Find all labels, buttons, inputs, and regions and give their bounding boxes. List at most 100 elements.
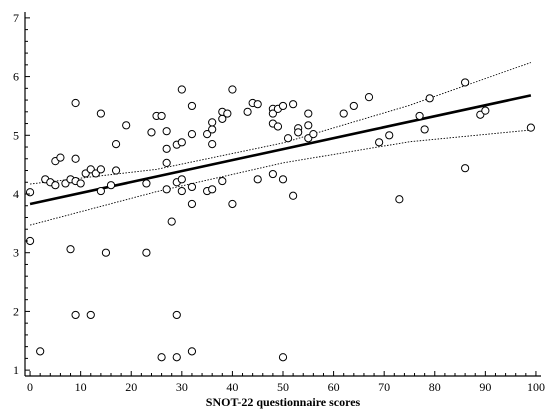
data-point <box>339 109 348 118</box>
data-point <box>162 144 171 153</box>
data-points <box>25 78 535 362</box>
data-point <box>147 128 156 137</box>
data-point <box>71 310 80 320</box>
data-point <box>289 191 298 200</box>
x-tick-label: 100 <box>527 380 545 394</box>
data-point <box>375 138 384 147</box>
x-tick-label: 90 <box>479 380 491 394</box>
data-point <box>283 134 293 143</box>
data-point <box>162 127 171 136</box>
data-point <box>304 121 313 130</box>
x-tick-label: 0 <box>27 380 33 394</box>
data-point <box>157 111 166 121</box>
x-tick-label: 30 <box>176 380 188 394</box>
x-tick-label: 50 <box>277 380 289 394</box>
data-point <box>420 125 429 134</box>
data-point <box>278 353 288 362</box>
data-point <box>278 101 288 111</box>
y-tick-label: 2 <box>13 304 19 318</box>
data-point <box>96 186 105 196</box>
data-point <box>187 101 197 111</box>
y-tick-label: 5 <box>13 128 19 142</box>
data-point <box>349 101 358 111</box>
data-point <box>273 122 283 131</box>
data-point <box>25 188 35 197</box>
data-point <box>526 123 535 132</box>
x-tick-label: 80 <box>429 380 441 394</box>
x-axis-title: SNOT-22 questionnaire scores <box>206 395 361 409</box>
data-point <box>177 138 186 147</box>
data-point <box>208 125 217 134</box>
data-point <box>253 175 262 184</box>
data-point <box>268 169 277 179</box>
data-point <box>187 130 197 139</box>
data-point <box>309 130 318 139</box>
data-point <box>86 310 95 320</box>
data-point <box>223 109 232 118</box>
data-point <box>101 248 111 257</box>
data-point <box>187 182 197 192</box>
data-point <box>172 353 181 362</box>
confidence-upper-line <box>30 62 532 185</box>
data-point <box>51 181 60 190</box>
data-point <box>142 248 151 257</box>
data-point <box>268 109 277 118</box>
data-point <box>96 165 105 174</box>
x-tick-label: 70 <box>378 380 390 394</box>
data-point <box>162 185 171 194</box>
data-point <box>228 85 237 94</box>
data-point <box>364 93 374 102</box>
data-point <box>461 164 470 173</box>
data-point <box>167 217 176 226</box>
data-point <box>425 94 434 103</box>
data-point <box>187 347 197 356</box>
data-point <box>177 175 186 184</box>
data-point <box>71 98 80 108</box>
confidence-lower-line <box>29 129 531 226</box>
data-point <box>304 109 313 118</box>
data-point <box>187 199 197 209</box>
data-point <box>243 107 252 116</box>
data-point <box>228 199 237 209</box>
x-tick-label: 60 <box>328 380 340 394</box>
data-point <box>96 109 105 118</box>
y-tick-label: 7 <box>13 11 19 25</box>
data-point <box>56 153 65 162</box>
y-tick-label: 4 <box>13 187 19 201</box>
confidence-band <box>29 62 532 226</box>
data-point <box>203 130 212 139</box>
data-point <box>177 85 186 94</box>
data-point <box>218 176 227 186</box>
x-tick-label: 10 <box>75 380 87 394</box>
y-axis-ticks: 1 2 3 4 5 6 7 <box>13 11 30 377</box>
x-tick-label: 40 <box>226 380 238 394</box>
data-point <box>278 175 288 184</box>
data-point <box>172 310 181 320</box>
data-point <box>66 245 75 254</box>
y-tick-label: 3 <box>13 246 19 260</box>
data-point <box>289 100 298 109</box>
data-point <box>415 111 424 121</box>
data-point <box>481 106 490 115</box>
data-point <box>208 185 217 194</box>
data-point <box>208 118 217 127</box>
data-point <box>253 100 262 109</box>
data-point <box>157 353 166 362</box>
data-point <box>71 154 80 163</box>
data-point <box>385 131 394 140</box>
data-point <box>106 181 116 190</box>
data-point <box>177 186 186 196</box>
data-point <box>461 78 470 87</box>
x-tick-label: 20 <box>125 380 137 394</box>
x-axis-ticks: 0 10 20 30 40 50 60 70 80 90 100 <box>27 371 545 394</box>
data-point <box>111 166 121 175</box>
data-point <box>395 195 404 204</box>
data-point <box>294 128 303 137</box>
data-point <box>111 139 121 149</box>
data-point <box>142 179 151 188</box>
data-point <box>36 347 45 356</box>
data-point <box>162 158 171 167</box>
data-point <box>76 179 85 188</box>
data-point <box>122 121 131 130</box>
